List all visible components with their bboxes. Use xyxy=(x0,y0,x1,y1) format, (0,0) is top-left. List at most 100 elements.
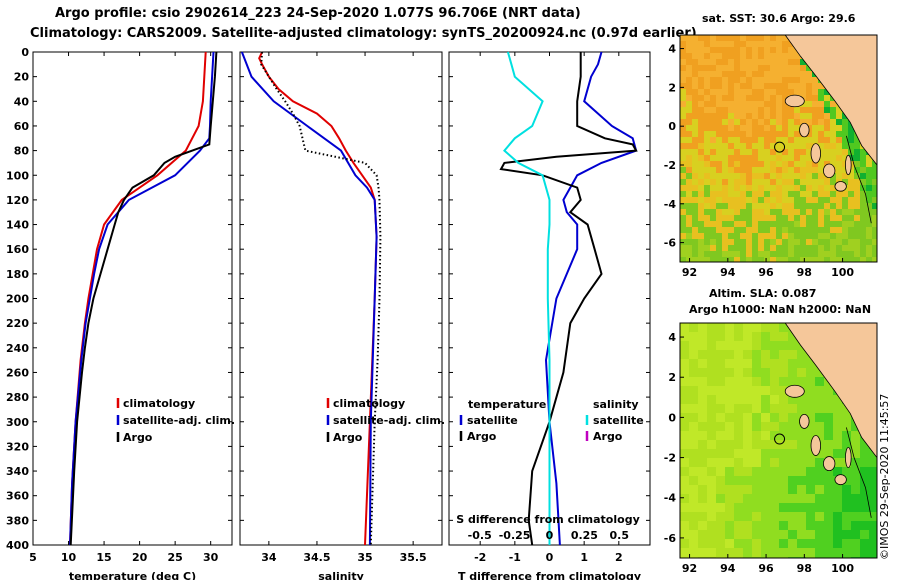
map-cell xyxy=(746,197,752,203)
map-cell xyxy=(692,251,698,257)
map-cell xyxy=(851,422,860,431)
map-cell xyxy=(848,179,854,185)
map-cell xyxy=(869,548,877,557)
map-cell xyxy=(686,251,692,257)
map-cell xyxy=(734,251,740,257)
map-cell xyxy=(704,95,710,101)
map-cell xyxy=(743,323,752,332)
map-cell xyxy=(848,131,854,137)
map-cell xyxy=(692,179,698,185)
map-cell xyxy=(758,209,764,215)
map-cell xyxy=(752,323,761,332)
map-cell xyxy=(707,368,716,377)
map-cell xyxy=(764,131,770,137)
map-cell xyxy=(764,77,770,83)
map-cell xyxy=(848,215,854,221)
map-cell xyxy=(782,47,788,53)
map-cell xyxy=(686,113,692,119)
map-cell xyxy=(686,167,692,173)
map-cell xyxy=(833,395,842,404)
map-cell xyxy=(833,539,842,548)
map-ytick-label: 0 xyxy=(668,411,676,424)
map-cell xyxy=(716,257,722,262)
map-cell xyxy=(770,53,776,59)
map-cell xyxy=(764,137,770,143)
map-cell xyxy=(788,221,794,227)
map-cell xyxy=(716,107,722,113)
map-cell xyxy=(734,227,740,233)
map-cell xyxy=(692,245,698,251)
map-cell xyxy=(842,173,848,179)
map-cell xyxy=(788,233,794,239)
map-cell xyxy=(776,125,782,131)
map-cell xyxy=(782,71,788,77)
map-cell xyxy=(752,137,758,143)
map-cell xyxy=(728,119,734,125)
map-cell xyxy=(800,233,806,239)
map-cell xyxy=(830,239,836,245)
map-cell xyxy=(722,35,728,41)
map-cell xyxy=(833,503,842,512)
map-cell xyxy=(764,233,770,239)
map-cell xyxy=(698,125,704,131)
map-cell xyxy=(872,251,877,257)
map-cell xyxy=(698,59,704,65)
map-cell xyxy=(716,191,722,197)
map-cell xyxy=(710,47,716,53)
map-cell xyxy=(692,47,698,53)
map-cell xyxy=(854,185,860,191)
map-cell xyxy=(746,119,752,125)
map-cell xyxy=(842,521,851,530)
map-cell xyxy=(689,413,698,422)
map-cell xyxy=(770,257,776,262)
map-cell xyxy=(797,368,806,377)
map-cell xyxy=(800,191,806,197)
map-cell xyxy=(698,530,707,539)
map-cell xyxy=(734,521,743,530)
map-cell xyxy=(812,95,818,101)
map-cell xyxy=(716,101,722,107)
map-cell xyxy=(824,494,833,503)
map-cell xyxy=(848,137,854,143)
map-cell xyxy=(725,413,734,422)
map-cell xyxy=(752,494,761,503)
map-cell xyxy=(824,101,830,107)
map-cell xyxy=(794,155,800,161)
map-cell xyxy=(848,245,854,251)
map-cell xyxy=(830,143,836,149)
map-cell xyxy=(770,95,776,101)
map-cell xyxy=(710,173,716,179)
map-cell xyxy=(710,101,716,107)
map-cell xyxy=(788,431,797,440)
map-cell xyxy=(689,512,698,521)
map-cell xyxy=(824,395,833,404)
map-cell xyxy=(836,113,842,119)
map-cell xyxy=(860,530,869,539)
map-cell xyxy=(686,83,692,89)
map-cell xyxy=(848,191,854,197)
map-cell xyxy=(680,503,689,512)
map-cell xyxy=(788,209,794,215)
map-cell xyxy=(680,245,686,251)
map-cell xyxy=(782,35,788,41)
map-cell xyxy=(680,77,686,83)
map-cell xyxy=(770,35,776,41)
map-cell xyxy=(776,107,782,113)
map-cell xyxy=(746,149,752,155)
map-cell xyxy=(716,41,722,47)
map-cell xyxy=(812,215,818,221)
map-cell xyxy=(812,119,818,125)
map-ytick-label: -6 xyxy=(664,532,677,545)
map-cell xyxy=(698,422,707,431)
map-cell xyxy=(794,89,800,95)
map-cell xyxy=(848,173,854,179)
map-cell xyxy=(797,521,806,530)
map-cell xyxy=(758,119,764,125)
map-cell xyxy=(710,233,716,239)
map-cell xyxy=(698,413,707,422)
map-cell xyxy=(842,233,848,239)
map-cell xyxy=(740,179,746,185)
map-cell xyxy=(824,209,830,215)
map-cell xyxy=(716,539,725,548)
map-cell xyxy=(788,422,797,431)
